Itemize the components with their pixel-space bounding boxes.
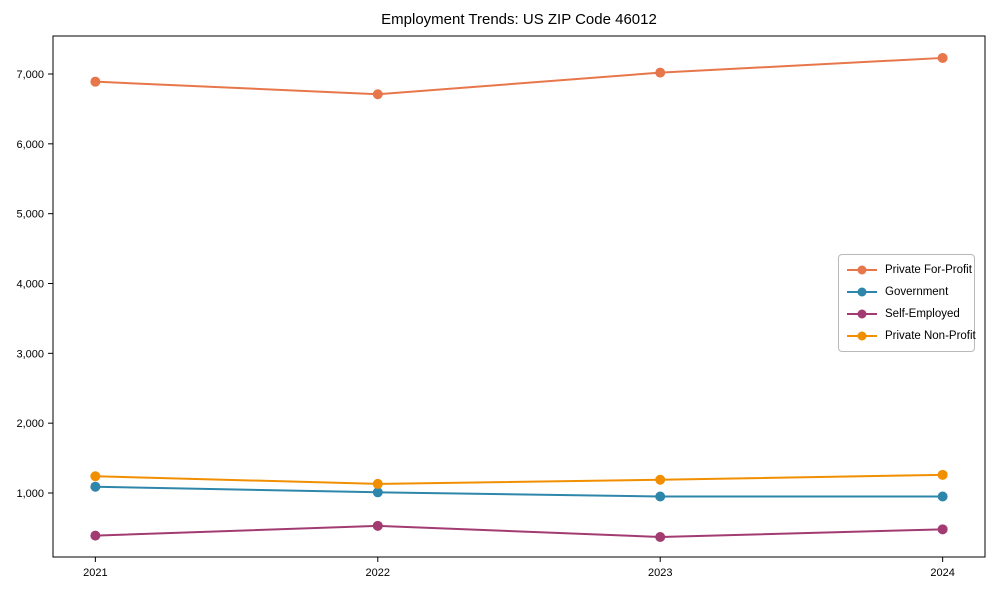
data-point-self-employed-2023 [655, 531, 666, 542]
x-tick-label: 2024 [930, 567, 954, 579]
legend-label: Government [885, 286, 949, 298]
x-tick-label: 2023 [648, 567, 672, 579]
y-tick-label: 1,000 [16, 488, 44, 500]
data-point-private-for-profit-2023 [655, 67, 666, 78]
series-line-private-for-profit [94, 56, 944, 96]
axes-box [52, 35, 986, 558]
legend-item-private-non-profit: Private Non-Profit [847, 325, 976, 347]
legend-swatch-icon [847, 309, 877, 319]
legend-label: Self-Employed [885, 308, 960, 320]
x-tick-label: 2022 [366, 567, 390, 579]
legend-item-self-employed: Self-Employed [847, 303, 968, 325]
data-point-private-non-profit-2024 [937, 469, 948, 480]
legend-item-government: Government [847, 281, 968, 303]
data-point-private-for-profit-2024 [937, 52, 948, 63]
series-line-self-employed [94, 524, 944, 538]
chart-title: Employment Trends: US ZIP Code 46012 [381, 11, 657, 28]
data-point-self-employed-2024 [937, 524, 948, 535]
y-tick-label: 2,000 [16, 418, 44, 430]
data-point-self-employed-2021 [90, 530, 101, 541]
data-point-government-2022 [372, 487, 383, 498]
data-point-private-non-profit-2021 [90, 471, 101, 482]
series-line-government [94, 485, 944, 498]
y-tick-label: 5,000 [16, 209, 44, 221]
legend-swatch-icon [847, 331, 877, 341]
x-tick-label: 2021 [83, 567, 107, 579]
legend-swatch-icon [847, 265, 877, 275]
series-line-private-non-profit [94, 473, 944, 485]
data-point-private-non-profit-2022 [372, 478, 383, 489]
y-tick-label: 4,000 [16, 279, 44, 291]
legend-label: Private Non-Profit [885, 330, 976, 342]
data-point-private-non-profit-2023 [655, 474, 666, 485]
data-point-self-employed-2022 [372, 520, 383, 531]
data-point-government-2023 [655, 491, 666, 502]
y-tick-label: 6,000 [16, 139, 44, 151]
data-point-government-2021 [90, 481, 101, 492]
data-point-government-2024 [937, 491, 948, 502]
legend-swatch-icon [847, 287, 877, 297]
data-point-private-for-profit-2022 [372, 89, 383, 100]
legend: Private For-Profit Government Self-Employe… [838, 254, 976, 352]
data-point-private-for-profit-2021 [90, 76, 101, 87]
y-tick-label: 7,000 [16, 69, 44, 81]
y-tick-label: 3,000 [16, 348, 44, 360]
legend-item-private-for-profit: Private For-Profit [847, 259, 972, 281]
legend-label: Private For-Profit [885, 264, 972, 276]
